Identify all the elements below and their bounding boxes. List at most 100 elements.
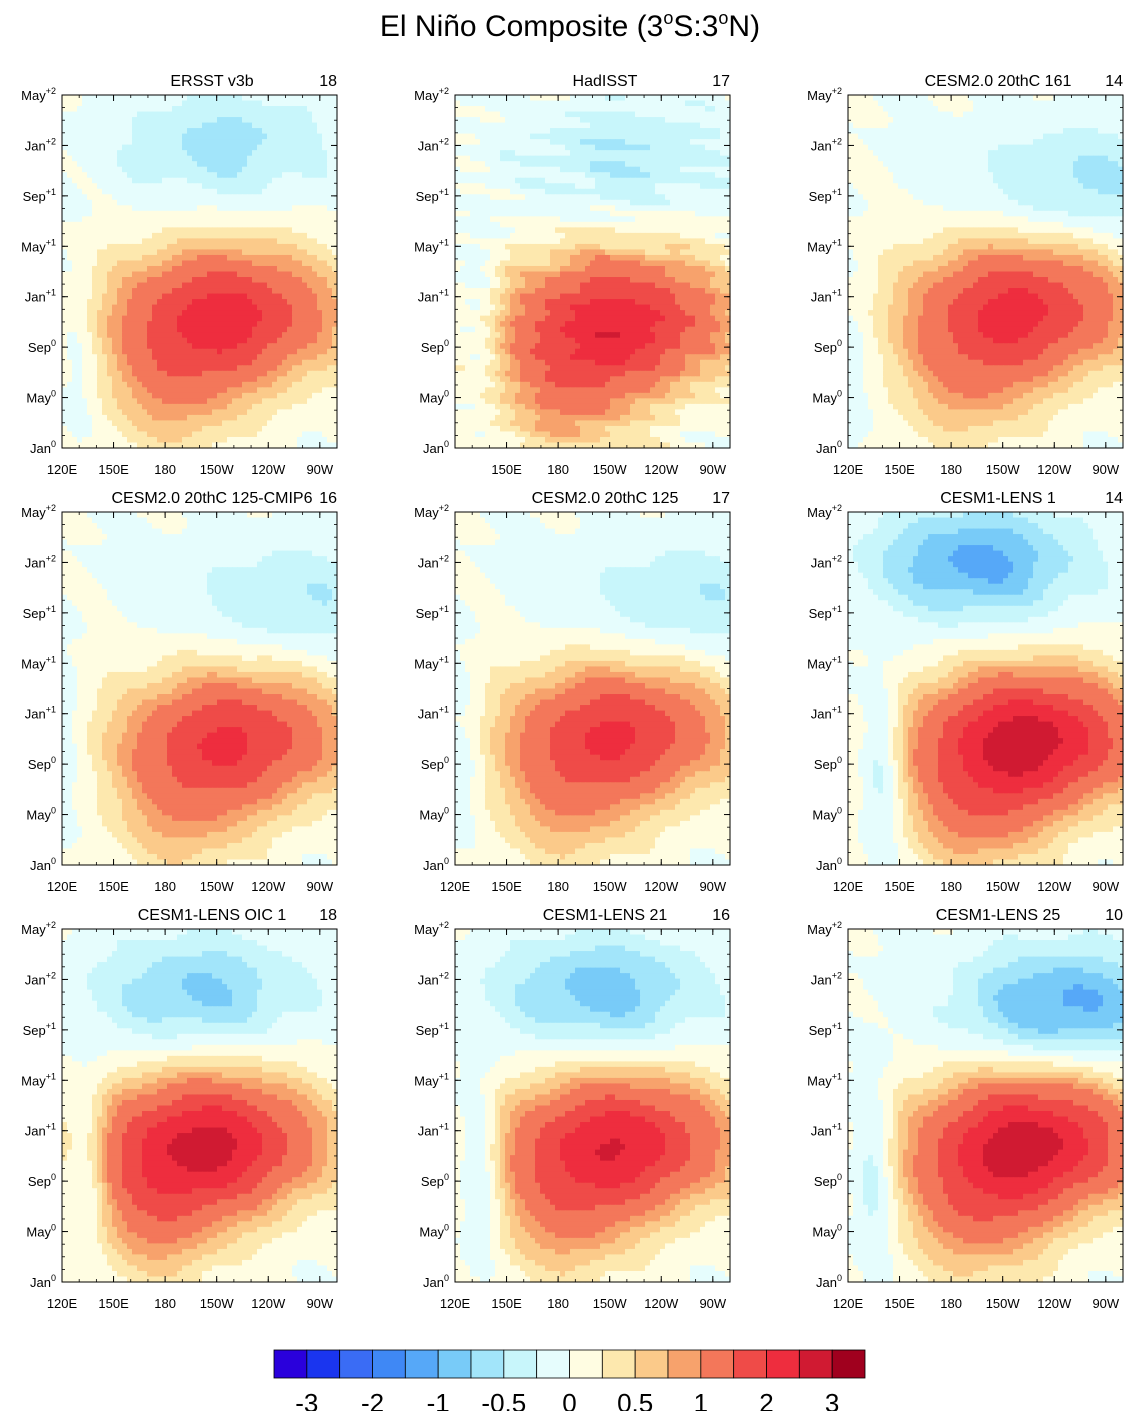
heatmap-cell [212,436,218,444]
heatmap-cell [680,205,686,212]
heatmap-cell [287,431,293,438]
heatmap-cell [92,414,98,422]
heatmap-cell [495,106,501,113]
heatmap-cell [545,221,551,228]
heatmap-cell [292,205,298,212]
y-tick-label: Jan+1 [25,288,56,305]
heatmap-cell [322,376,328,383]
heatmap-cell [500,117,506,124]
heatmap-cell [720,139,726,146]
heatmap-cell [167,359,173,366]
heatmap-cell [167,150,173,157]
heatmap-cell [297,155,303,162]
heatmap-cell [545,172,551,179]
heatmap-cell [510,128,516,135]
heatmap-cell [312,425,318,433]
heatmap-cell [257,304,263,311]
heatmap-cell [570,128,576,135]
heatmap-cell [242,354,248,361]
heatmap-cell [490,106,496,113]
heatmap-cell [510,177,516,184]
heatmap-cell [137,370,143,377]
heatmap-cell [177,117,183,124]
heatmap-cell [242,238,248,245]
heatmap-cell [605,205,611,212]
heatmap-cell [137,310,143,317]
heatmap-cell [187,436,193,444]
heatmap-cell [695,150,701,157]
heatmap-cell [585,100,591,107]
heatmap-cell [62,304,68,311]
heatmap-cell [257,293,263,300]
heatmap-cell [197,221,203,228]
heatmap-cell [665,183,671,190]
heatmap-cell [77,282,83,289]
heatmap-cell [197,122,203,129]
heatmap-cell [177,238,183,245]
heatmap-cell [232,387,238,394]
heatmap-cell [212,354,218,361]
heatmap-cell [102,310,108,317]
heatmap-cell [182,392,188,399]
heatmap-cell [332,348,338,355]
heatmap-cell [102,321,108,328]
heatmap-cell [287,166,293,173]
heatmap-cell [720,100,726,107]
heatmap-cell [242,348,248,355]
heatmap-cell [495,199,501,206]
heatmap-cell [142,133,148,140]
heatmap-cell [332,221,338,228]
heatmap-cell [272,282,278,289]
heatmap-cell [242,194,248,201]
heatmap-cell [715,199,721,206]
heatmap-cell [232,414,238,422]
heatmap-cell [327,254,333,262]
heatmap-cell [172,227,178,234]
heatmap-cell [640,183,646,190]
heatmap-cell [162,254,168,262]
heatmap-cell [102,409,108,416]
heatmap-cell [710,128,716,135]
heatmap-cell [242,359,248,366]
heatmap-cell [307,238,313,245]
heatmap-cell [212,299,218,306]
heatmap-cell [585,216,591,223]
heatmap-cell [182,409,188,416]
heatmap-cell [525,128,531,135]
heatmap-cell [327,194,333,201]
heatmap-cell [227,376,233,383]
heatmap-cell [232,95,238,102]
heatmap-cell [82,155,88,162]
heatmap-cell [67,431,73,438]
heatmap-cell [725,188,731,195]
heatmap-cell [152,398,158,405]
heatmap-cell [580,172,586,179]
heatmap-cell [132,254,138,262]
heatmap-cell [590,183,596,190]
heatmap-cell [237,194,243,201]
heatmap-cell [217,227,223,234]
heatmap-cell [112,122,118,129]
heatmap-cell [162,282,168,289]
heatmap-cell [227,392,233,399]
heatmap-cell [267,420,273,427]
heatmap-cell [262,337,268,344]
heatmap-cell [177,205,183,212]
heatmap-cell [272,249,278,256]
heatmap-cell [207,381,213,388]
heatmap-cell [147,128,153,135]
heatmap-cell [725,194,731,201]
heatmap-cell [615,139,621,146]
heatmap-cell [332,337,338,344]
heatmap-cell [102,370,108,377]
heatmap-cell [242,161,248,168]
heatmap-cell [72,332,78,339]
heatmap-cell [92,232,98,240]
heatmap-cell [187,210,193,217]
heatmap-cell [157,288,163,295]
heatmap-cell [525,227,531,234]
heatmap-cell [212,216,218,223]
heatmap-cell [67,150,73,157]
heatmap-cell [102,326,108,333]
heatmap-cell [247,315,253,322]
